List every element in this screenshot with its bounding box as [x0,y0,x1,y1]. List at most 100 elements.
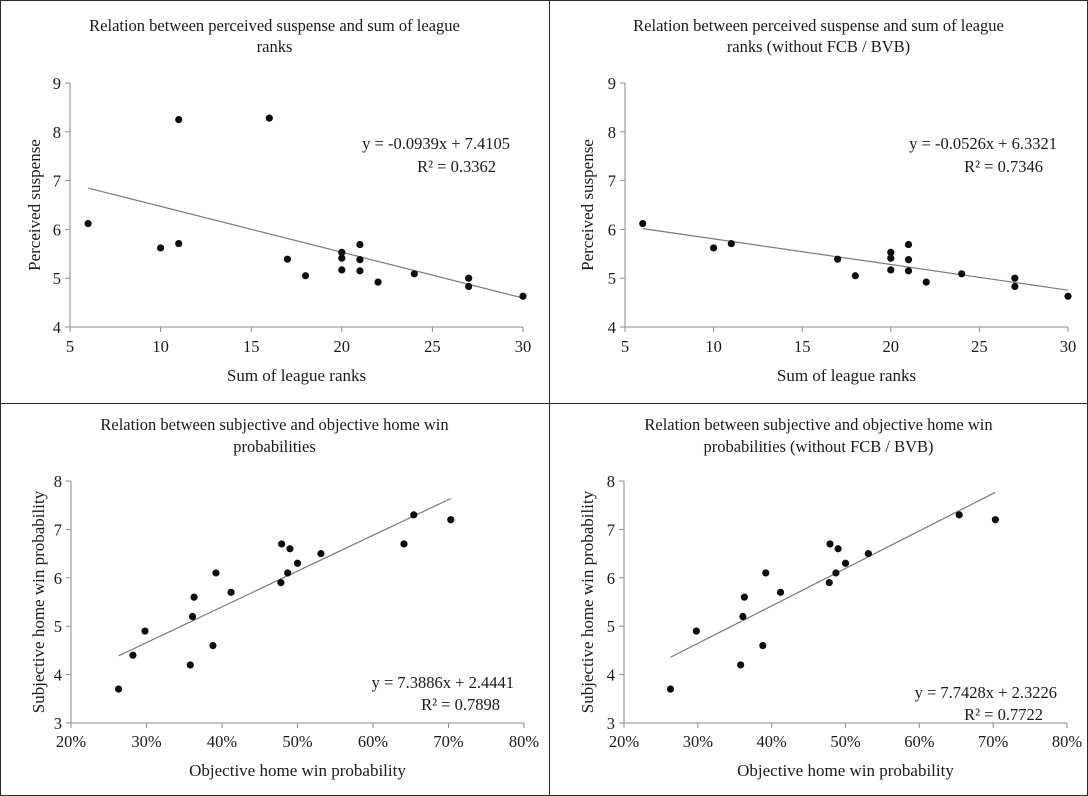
data-point [832,569,840,577]
data-point [284,569,292,577]
data-point [841,559,850,567]
data-point [864,550,872,558]
x-tick-label: 50% [282,732,313,751]
data-point [825,579,833,587]
trendline-equation: y = -0.0939x + 7.4105 [362,134,510,153]
data-point [904,240,913,249]
data-point [186,661,194,669]
y-tick-label: 8 [607,472,615,491]
x-tick-label: 30% [683,732,714,751]
x-tick-label: 5 [621,337,629,356]
data-point [338,254,346,262]
chart-panel-subjective-vs-objective-without-fcb-bvb: Relation between subjective and objectiv… [578,415,1083,780]
data-point [710,244,718,252]
x-tick-label: 70% [433,732,464,751]
r-squared-label: R² = 0.7722 [964,705,1043,724]
data-point [286,545,294,553]
data-point [465,274,473,282]
data-point [129,651,137,659]
data-point [887,266,895,274]
x-tick-label: 5 [66,337,74,356]
x-tick-label: 40% [757,732,788,751]
data-point [374,278,382,286]
chart-panel-suspense-vs-ranks: Relation between perceived suspense and … [25,16,531,385]
x-tick-label: 20% [56,732,87,751]
x-tick-label: 80% [1052,732,1083,751]
chart-title-line: Relation between subjective and objectiv… [100,415,448,434]
x-tick-label: 30 [1060,337,1077,356]
x-axis-label: Objective home win probability [737,761,954,780]
x-tick-label: 25 [424,337,441,356]
x-tick-label: 70% [978,732,1009,751]
x-tick-label: 20 [883,337,900,356]
trendline-equation: y = 7.7428x + 2.3226 [915,683,1057,702]
data-point [356,267,364,275]
data-point [955,511,963,519]
data-point [991,516,999,524]
x-tick-label: 30% [131,732,162,751]
data-point [114,685,123,693]
data-point [737,661,745,669]
x-tick-label: 60% [904,732,935,751]
y-tick-label: 6 [608,220,616,239]
y-tick-label: 4 [607,666,615,685]
y-axis-label: Subjective home win probability [29,490,48,713]
data-point [277,579,285,587]
data-point [739,612,747,621]
x-tick-label: 15 [243,337,260,356]
data-point [887,254,895,262]
data-point [692,627,700,635]
data-point [851,272,859,280]
data-point [356,256,364,264]
x-tick-label: 25 [971,337,988,356]
data-point [157,244,165,252]
data-point [188,612,197,621]
y-tick-label: 8 [54,472,62,491]
data-point [227,588,235,596]
data-point [447,516,455,524]
data-point [776,588,785,596]
data-point [338,266,346,274]
data-point [265,114,273,122]
data-point [639,219,647,228]
y-tick-label: 9 [53,74,61,93]
chart-title-line: probabilities (without FCB / BVB) [703,437,933,456]
data-point [834,255,842,263]
data-point [212,569,220,577]
x-tick-label: 10 [705,337,722,356]
data-point [283,255,292,263]
data-point [175,239,183,248]
data-point [141,627,149,635]
x-tick-label: 50% [830,732,861,751]
y-tick-label: 7 [53,172,61,191]
x-tick-label: 40% [207,732,238,751]
y-tick-label: 6 [54,569,62,588]
data-point [834,545,842,553]
y-tick-label: 4 [608,318,616,337]
data-point [209,641,217,650]
r-squared-label: R² = 0.3362 [417,157,496,176]
data-point [958,270,966,278]
data-point [356,240,364,249]
data-point [887,248,895,256]
y-tick-label: 6 [607,569,615,588]
data-point [519,292,527,300]
chart-title-line: probabilities [233,437,315,456]
y-tick-label: 5 [54,617,62,636]
x-axis-label: Sum of league ranks [227,366,366,385]
data-point [278,540,286,548]
data-point [922,278,930,286]
y-tick-label: 5 [608,269,616,288]
trendline [87,187,524,299]
y-axis-label: Perceived suspense [25,139,44,271]
data-point [666,685,675,693]
chart-title-line: Relation between subjective and objectiv… [644,415,992,434]
y-tick-label: 9 [608,74,616,93]
y-tick-label: 5 [607,617,615,636]
x-axis-label: Sum of league ranks [777,366,916,385]
y-tick-label: 4 [54,666,62,685]
x-tick-label: 20% [609,732,640,751]
chart-title-line: ranks [257,37,293,56]
data-point [410,270,418,278]
y-tick-label: 3 [607,714,615,733]
